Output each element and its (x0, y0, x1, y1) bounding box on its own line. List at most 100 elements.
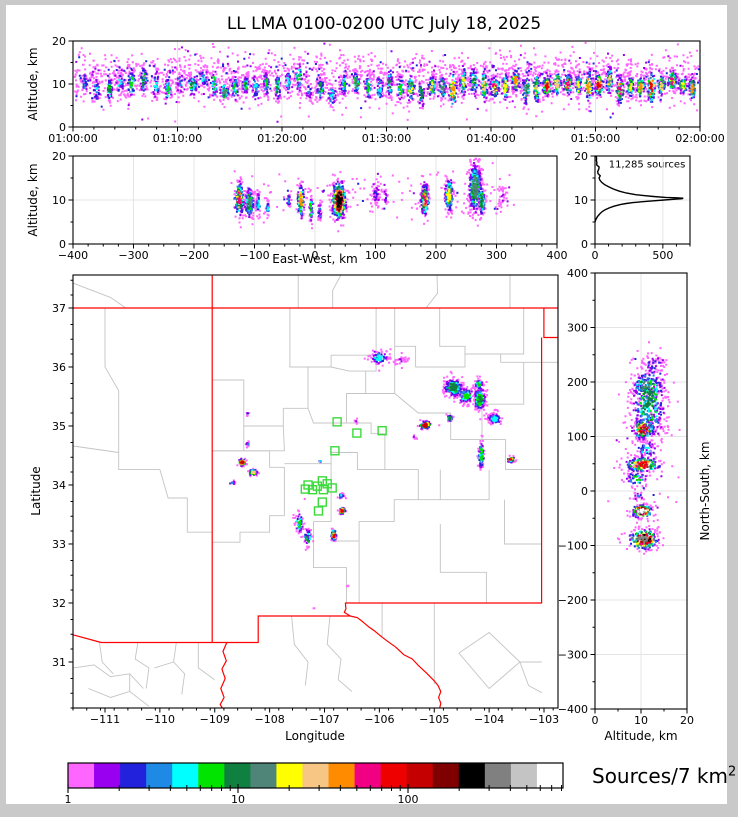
page-title: LL LMA 0100-0200 UTC July 18, 2025 (226, 14, 542, 34)
source-points-level-13 (240, 423, 428, 465)
figure-background (6, 5, 727, 804)
lma-station-marker (317, 476, 328, 486)
x-tick-label: −103 (529, 713, 559, 726)
source-points-level-8 (633, 423, 654, 547)
altitude-histogram-curve (594, 155, 684, 223)
x-tick-label: −109 (200, 713, 230, 726)
y-tick-label: 34 (52, 479, 66, 492)
y-tick-label: 0 (59, 121, 66, 134)
county-boundary-line (458, 632, 521, 689)
x-tick-label: 200 (426, 249, 447, 262)
x-tick-label: 300 (486, 249, 507, 262)
colorbar-segment (510, 763, 538, 788)
source-points-level-5 (238, 381, 515, 543)
source-points-level-12 (334, 192, 344, 213)
county-boundary-line (332, 274, 342, 308)
x-tick-label: −108 (255, 713, 285, 726)
colorbar-tick-label: 1 (65, 793, 72, 806)
county-boundary-line (88, 688, 150, 707)
county-boundary-line (291, 615, 309, 686)
source-points-level-12 (544, 81, 654, 93)
x-tick-label: 01:50:00 (571, 132, 620, 145)
x-tick-label: −400 (58, 249, 88, 262)
source-points-level-18 (637, 508, 647, 514)
ew-height-panel: −400 −300 −200 −100 0 100 200 300 400 0 10 20 (52, 150, 568, 262)
x-tick-label: 0 (592, 249, 599, 262)
y-tick-label: 200 (567, 376, 588, 389)
x-tick-label: 20 (680, 714, 694, 727)
county-boundary-line (331, 469, 419, 542)
y-tick-label: 36 (52, 361, 66, 374)
colorbar-segment (250, 763, 277, 788)
x-tick-label: 0 (312, 249, 319, 262)
county-boundary-line (418, 469, 441, 501)
source-points-level-15 (336, 191, 343, 208)
y-tick-label: 300 (567, 322, 588, 335)
x-tick-label: −106 (364, 713, 394, 726)
county-boundary-line (212, 379, 245, 426)
y-tick-label: 10 (574, 194, 588, 207)
y-tick-label: −200 (558, 594, 588, 607)
county-boundary-line (243, 425, 285, 452)
colorbar-segment (94, 763, 121, 788)
county-boundary-line (500, 308, 525, 355)
y-tick-label: 35 (52, 420, 66, 433)
x-tick-label: 100 (365, 249, 386, 262)
state-border-line (350, 615, 442, 709)
county-boundary-line (425, 274, 438, 309)
x-tick-label: −100 (239, 249, 269, 262)
state-border-line (72, 634, 213, 644)
county-boundary-line (154, 661, 174, 669)
colorbar-segment (458, 763, 486, 788)
colorbar-segment (406, 763, 434, 788)
x-tick-label: −110 (145, 713, 175, 726)
y-tick-label: 0 (581, 238, 588, 251)
county-boundary-line (519, 661, 543, 694)
ns-height-xlabel: Altitude, km (604, 729, 678, 743)
lma-station-marker (313, 506, 324, 516)
source-points-level-7 (236, 176, 479, 214)
source-points-level-7 (240, 424, 512, 538)
source-points-level-2 (234, 168, 496, 217)
y-tick-label: 31 (52, 656, 66, 669)
colorbar-segment (484, 763, 512, 788)
county-boundary-line (173, 642, 186, 695)
lma-station-marker (330, 446, 340, 456)
panel-frame (72, 274, 559, 709)
time-height-panel: 01:00:00 01:10:00 01:20:00 01:30:00 01:40:00… (48, 35, 724, 145)
altitude-histogram-panel: 0 500 0 10 20 (574, 150, 691, 262)
county-boundary-line (504, 499, 542, 545)
state-border-line (543, 308, 558, 339)
county-boundary-line (326, 615, 353, 692)
county-boundary-line (289, 308, 377, 368)
y-tick-label: 33 (52, 538, 66, 551)
y-tick-label: 20 (574, 150, 588, 163)
county-boundary-line (212, 450, 285, 543)
y-tick-label: 32 (52, 597, 66, 610)
y-tick-label: 0 (581, 485, 588, 498)
x-tick-label: −300 (118, 249, 148, 262)
map-panel: −111 −110 −109 −108 −107 −106 −105 −104 −103 31 32… (52, 274, 559, 726)
colorbar-segment (68, 763, 95, 788)
county-boundary-line (73, 445, 213, 533)
ew-height-xlabel: East-West, km (272, 252, 358, 266)
colorbar-segment (146, 763, 173, 788)
x-tick-label: 01:10:00 (153, 132, 202, 145)
ns-height-panel: 0 10 20 400 300 200 100 0 −100 −200 −300 −400 (558, 267, 694, 727)
county-boundary-line (365, 346, 396, 394)
x-tick-label: −104 (474, 713, 504, 726)
source-points-level-0 (73, 41, 700, 123)
county-boundary-line (73, 664, 144, 689)
state-border-line (212, 337, 543, 644)
x-tick-label: 0 (592, 714, 599, 727)
histogram-total-annotation: 11,285 sources (608, 159, 686, 171)
y-tick-label: −300 (558, 649, 588, 662)
x-tick-label: −111 (90, 713, 120, 726)
colorbar-segment (172, 763, 199, 788)
source-points-level-4 (632, 379, 658, 546)
county-boundary-line (331, 366, 366, 372)
y-tick-label: 20 (52, 150, 66, 163)
x-tick-label: −107 (309, 713, 339, 726)
y-tick-label: 37 (52, 302, 66, 315)
